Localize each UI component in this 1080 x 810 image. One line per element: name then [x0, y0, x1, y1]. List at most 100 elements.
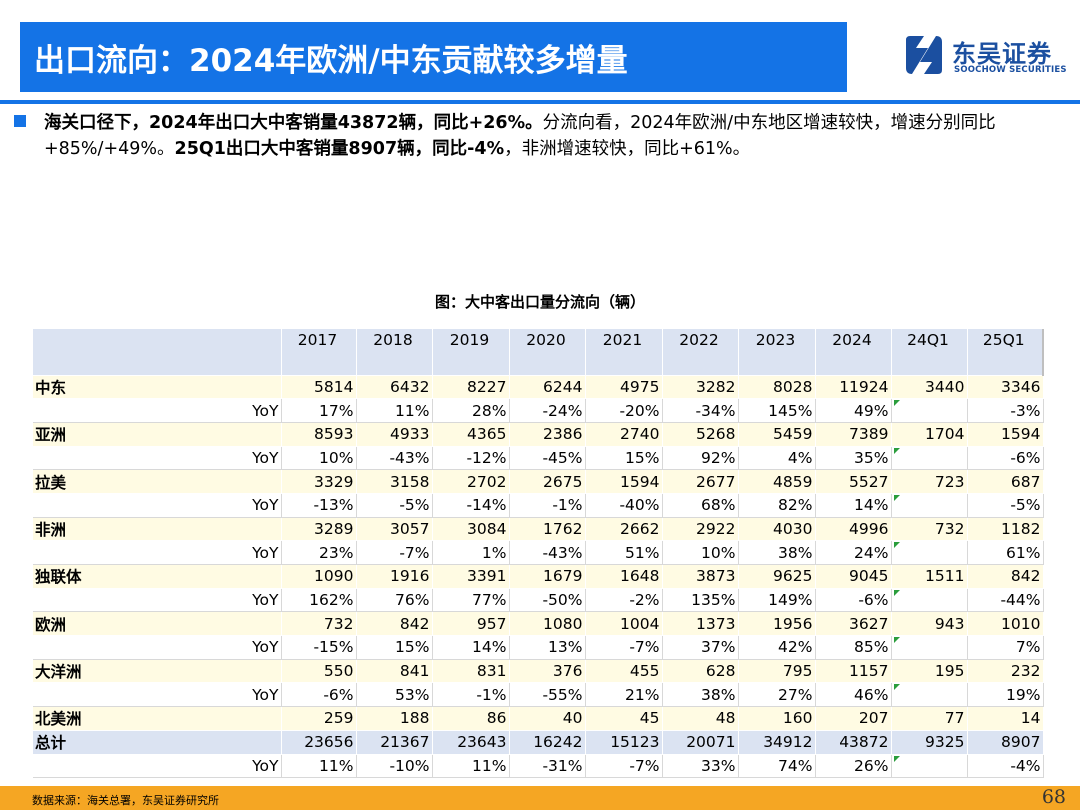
value-cell: 1956: [738, 611, 816, 637]
value-cell: -1%: [432, 682, 510, 708]
value-cell: 943: [891, 611, 968, 637]
value-cell: 1090: [281, 564, 357, 589]
value-cell: 9325: [891, 730, 968, 755]
value-cell: 3627: [815, 611, 892, 637]
page-title: 出口流向：2024年欧洲/中东贡献较多增量: [34, 42, 628, 79]
title-bar: 出口流向：2024年欧洲/中东贡献较多增量: [20, 22, 847, 92]
value-cell: 23643: [432, 730, 510, 755]
value-cell: 831: [432, 659, 510, 684]
value-cell: -45%: [509, 446, 586, 471]
value-cell: 1916: [356, 564, 433, 589]
value-cell: -43%: [356, 446, 433, 471]
value-cell: 135%: [662, 588, 739, 613]
value-cell: 23%: [281, 540, 357, 565]
value-cell: 17%: [281, 398, 357, 423]
value-cell: 3282: [662, 375, 739, 400]
value-cell: 15%: [356, 635, 433, 660]
value-cell: -10%: [356, 754, 433, 779]
value-cell: 3057: [356, 517, 433, 542]
yoy-row: YoY 10% -43% -12% -45% 15% 92% 4% 35% -6%: [33, 446, 1044, 471]
value-cell: 3391: [432, 564, 510, 589]
logo-name-en: SOOCHOW SECURITIES: [954, 65, 1067, 75]
export-destination-table: 2017 2018 2019 2020 2021 2022 2023 2024 24Q1 25Q1…: [33, 329, 1044, 779]
value-cell: 1182: [967, 517, 1044, 542]
value-cell: 4859: [738, 469, 816, 494]
value-cell: 42%: [738, 635, 816, 660]
value-cell: 732: [891, 517, 968, 542]
value-cell: -5%: [356, 493, 433, 518]
value-cell: 20071: [662, 730, 739, 755]
value-cell: 3440: [891, 375, 968, 400]
yoy-label-cell: YoY: [33, 493, 282, 518]
yoy-row: YoY -6% 53% -1% -55% 21% 38% 27% 46% 19%: [33, 682, 1044, 708]
value-cell: 26%: [815, 754, 892, 779]
value-cell: 6432: [356, 375, 433, 400]
value-cell: 195: [891, 659, 968, 684]
value-cell: 1%: [432, 540, 510, 565]
value-cell: -1%: [509, 493, 586, 518]
value-cell: 2386: [509, 422, 586, 447]
value-cell: 38%: [662, 682, 739, 708]
value-cell: -7%: [585, 754, 663, 779]
value-cell: 86: [432, 706, 510, 731]
value-cell: 550: [281, 659, 357, 684]
value-cell: -2%: [585, 588, 663, 613]
yoy-label-cell: YoY: [33, 446, 282, 471]
yoy-row: YoY -15% 15% 14% 13% -7% 37% 42% 85% 7%: [33, 635, 1044, 660]
value-cell: 51%: [585, 540, 663, 565]
value-cell: [891, 635, 968, 660]
value-cell: 6244: [509, 375, 586, 400]
value-cell: -40%: [585, 493, 663, 518]
value-cell: 38%: [738, 540, 816, 565]
value-cell: 48: [662, 706, 739, 731]
value-cell: 40: [509, 706, 586, 731]
yoy-label-cell: YoY: [33, 682, 282, 708]
value-cell: 1004: [585, 611, 663, 637]
value-cell: 61%: [967, 540, 1044, 565]
value-cell: 14: [967, 706, 1044, 731]
summary-paragraph: 海关口径下，2024年出口大中客销量43872辆，同比+26%。分流向看，202…: [44, 110, 1068, 162]
value-cell: 7%: [967, 635, 1044, 660]
value-cell: 46%: [815, 682, 892, 708]
value-cell: 14%: [815, 493, 892, 518]
value-cell: 145%: [738, 398, 816, 423]
bullet-square-icon: [14, 115, 26, 127]
region-row: 独联体 1090 1916 3391 1679 1648 3873 9625 9045 1511 8…: [33, 564, 1044, 589]
value-cell: 9625: [738, 564, 816, 589]
value-cell: 1594: [585, 469, 663, 494]
header-cell: 2023: [738, 329, 816, 376]
value-cell: 85%: [815, 635, 892, 660]
header-cell: 25Q1: [967, 329, 1044, 376]
value-cell: -5%: [967, 493, 1044, 518]
value-cell: 3873: [662, 564, 739, 589]
value-cell: -14%: [432, 493, 510, 518]
value-cell: 19%: [967, 682, 1044, 708]
yoy-label-cell: YoY: [33, 588, 282, 613]
value-cell: 1157: [815, 659, 892, 684]
value-cell: 628: [662, 659, 739, 684]
value-cell: 68%: [662, 493, 739, 518]
value-cell: [891, 682, 968, 708]
yoy-label-cell: YoY: [33, 398, 282, 423]
region-name-cell: 总计: [33, 730, 282, 755]
value-cell: 49%: [815, 398, 892, 423]
value-cell: 35%: [815, 446, 892, 471]
value-cell: 15%: [585, 446, 663, 471]
value-cell: 1594: [967, 422, 1044, 447]
value-cell: 43872: [815, 730, 892, 755]
value-cell: 82%: [738, 493, 816, 518]
yoy-row: YoY 17% 11% 28% -24% -20% -34% 145% 49% -3%: [33, 398, 1044, 423]
region-row: 非洲 3289 3057 3084 1762 2662 2922 4030 4996 732 118…: [33, 517, 1044, 542]
value-cell: [891, 493, 968, 518]
value-cell: 4933: [356, 422, 433, 447]
region-row: 亚洲 8593 4933 4365 2386 2740 5268 5459 7389 1704 15…: [33, 422, 1044, 447]
region-name-cell: 亚洲: [33, 422, 282, 447]
value-cell: 11%: [356, 398, 433, 423]
value-cell: 723: [891, 469, 968, 494]
value-cell: 1762: [509, 517, 586, 542]
value-cell: 376: [509, 659, 586, 684]
value-cell: 24%: [815, 540, 892, 565]
header-corner-cell: [33, 329, 282, 376]
value-cell: -50%: [509, 588, 586, 613]
value-cell: 4996: [815, 517, 892, 542]
